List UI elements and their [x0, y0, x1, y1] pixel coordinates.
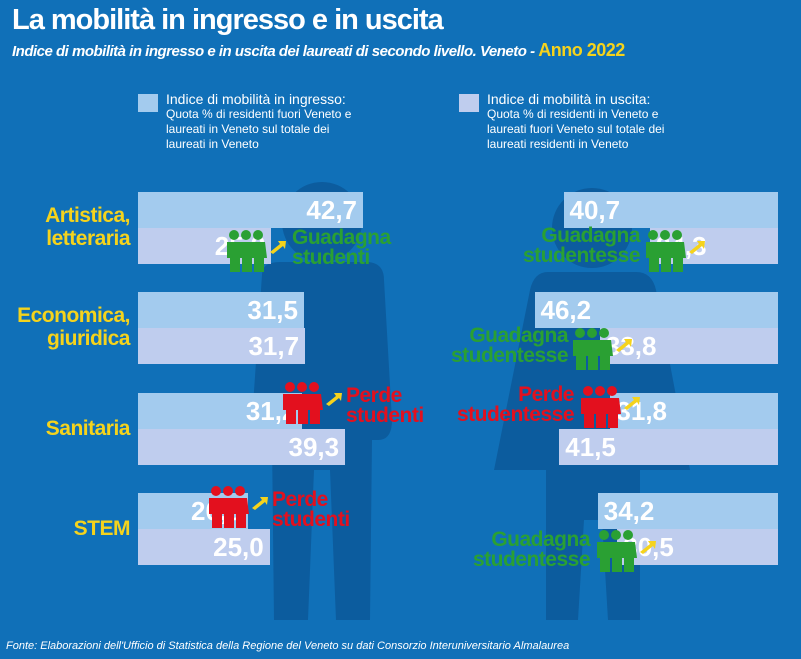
loss-people-icon [581, 386, 640, 428]
value-label: 40,7 [569, 195, 621, 225]
annotation-line: Perde [518, 383, 574, 406]
right-ingresso-bar: 34,2 [597, 493, 778, 529]
category-label-line: giuridica [46, 327, 131, 350]
left-annotation: Perde studenti [346, 384, 424, 427]
legend-swatch-uscita [459, 94, 479, 112]
value-label: 25,0 [213, 532, 264, 562]
annotation-line: studentesse [522, 244, 641, 267]
page-title: La mobilità in ingresso e in uscita [12, 4, 444, 36]
gain-people-icon [227, 230, 286, 272]
legend-desc: Quota % di residenti fuori Veneto e laur… [166, 107, 352, 151]
value-label: 34,2 [603, 496, 655, 526]
legend-title: Indice di mobilità in uscita: [487, 91, 651, 107]
value-label: 46,2 [540, 295, 592, 325]
annotation-line: Guadagna [541, 224, 640, 247]
category-label: Sanitaria [0, 417, 131, 440]
category-label-line: Economica, [17, 304, 130, 327]
left-uscita-bar: 31,7 [138, 328, 306, 364]
category-label: STEM [0, 517, 131, 540]
left-ingresso-bar: 31,5 [138, 292, 304, 328]
annotation-line: studenti [272, 508, 350, 531]
source-note: Fonte: Elaborazioni dell'Ufficio di Stat… [6, 640, 570, 652]
left-ingresso-bar: 42,7 [138, 192, 364, 228]
gain-people-icon [597, 530, 656, 572]
annotation-line: studenti [346, 404, 424, 427]
value-label: 33,8 [605, 331, 657, 361]
category-label: Artistica, letteraria [0, 204, 130, 250]
subtitle-year: Anno 2022 [538, 40, 625, 60]
left-annotation: Guadagna studenti [292, 226, 391, 269]
legend-ingresso: Indice di mobilità in ingresso: Quota % … [138, 92, 388, 152]
category-label-line: Sanitaria [45, 417, 131, 440]
value-label: 31,7 [248, 331, 300, 361]
legend-title: Indice di mobilità in ingresso: [166, 91, 346, 107]
loss-people-icon [209, 486, 268, 528]
right-ingresso-bar: 40,7 [563, 192, 778, 228]
annotation-line: studenti [292, 246, 370, 269]
subtitle-text: Indice di mobilità in ingresso e in usci… [12, 43, 539, 60]
right-uscita-bar: 41,5 [559, 429, 778, 465]
annotation-line: studentesse [456, 403, 575, 426]
left-uscita-bar: 25,0 [138, 529, 270, 565]
category-label: Economica, giuridica [0, 304, 130, 350]
value-label: 42,7 [306, 195, 358, 225]
left-ingresso-bar: 31,2 [138, 393, 303, 429]
annotation-line: Guadagna [292, 226, 391, 249]
annotation-line: Perde [272, 488, 328, 511]
left-uscita-bar: 39,3 [138, 429, 346, 465]
annotation-line: Guadagna [469, 324, 568, 347]
left-annotation: Perde studenti [272, 488, 350, 531]
gain-people-icon [573, 328, 632, 370]
right-annotation: Perde studentesse [456, 383, 575, 426]
category-label-line: letteraria [46, 227, 130, 250]
right-uscita-bar: 33,8 [599, 328, 778, 364]
legend-desc: Quota % di residenti in Veneto e laureat… [487, 107, 665, 151]
category-label-line: Artistica, [45, 204, 130, 227]
value-label: 31,8 [616, 396, 668, 426]
value-label: 31,5 [247, 295, 298, 325]
right-annotation: Guadagna studentesse [472, 528, 591, 571]
annotation-line: Perde [346, 384, 402, 407]
gain-people-icon [646, 230, 705, 272]
legend-swatch-ingresso [138, 94, 158, 112]
annotation-line: studentesse [472, 548, 591, 571]
right-annotation: Guadagna studentesse [450, 324, 569, 367]
subtitle: Indice di mobilità in ingresso e in usci… [12, 40, 625, 61]
value-label: 41,5 [565, 432, 616, 462]
right-ingresso-bar: 46,2 [534, 292, 778, 328]
legend-uscita: Indice di mobilità in uscita: Quota % di… [459, 92, 709, 152]
right-annotation: Guadagna studentesse [522, 224, 641, 267]
annotation-line: studentesse [450, 344, 569, 367]
category-label-line: STEM [73, 517, 131, 540]
annotation-line: Guadagna [491, 528, 590, 551]
loss-people-icon [283, 382, 342, 424]
value-label: 39,3 [288, 432, 340, 462]
